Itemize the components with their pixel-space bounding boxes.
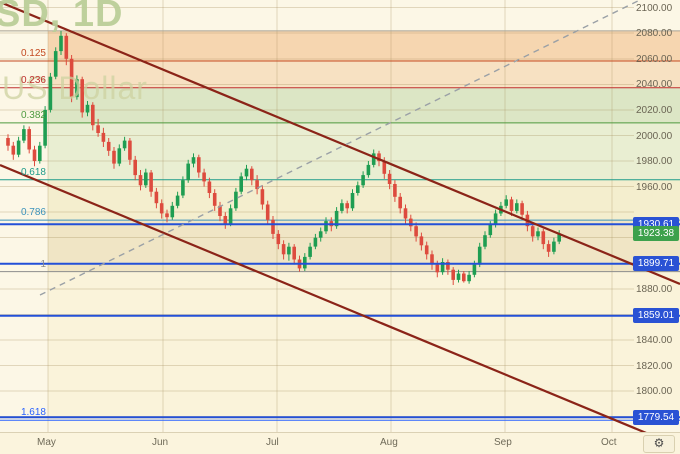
- price-tick: 1840.00: [636, 335, 673, 346]
- price-axis[interactable]: 2100.00 2080.00 2060.00 2040.00 2020.00 2000.…: [632, 0, 680, 432]
- chart-canvas[interactable]: [0, 0, 680, 432]
- month-label: Oct: [601, 437, 617, 448]
- month-label: Jun: [152, 437, 169, 448]
- price-tick: 1820.00: [636, 360, 673, 372]
- month-label: Sep: [494, 437, 512, 448]
- price-tick: 1960.00: [636, 181, 673, 193]
- price-tick: 1980.00: [636, 156, 673, 167]
- price-tick: 2000.00: [636, 130, 673, 142]
- price-tick: 2100.00: [636, 2, 673, 14]
- price-tick: 1880.00: [636, 283, 673, 295]
- price-tick: 2080.00: [636, 28, 673, 40]
- settings-gear-icon[interactable]: ⚙: [643, 435, 675, 453]
- price-tick: 1800.00: [636, 386, 673, 398]
- price-tick: 2060.00: [636, 53, 673, 65]
- price-tick: 2040.00: [636, 79, 673, 91]
- price-tick: 2020.00: [636, 104, 673, 116]
- level-price-badge: 1859.01: [633, 308, 679, 324]
- level-price-badge: 1899.71: [633, 256, 679, 272]
- level-price-badge: 1779.54: [633, 409, 679, 425]
- time-axis[interactable]: ⚙ May Jun Jul Aug Sep Oct: [0, 432, 680, 454]
- month-label: Jul: [266, 437, 279, 448]
- last-price-badge: 1923.38: [633, 225, 679, 241]
- month-label: Aug: [380, 437, 398, 448]
- month-label: May: [37, 437, 56, 448]
